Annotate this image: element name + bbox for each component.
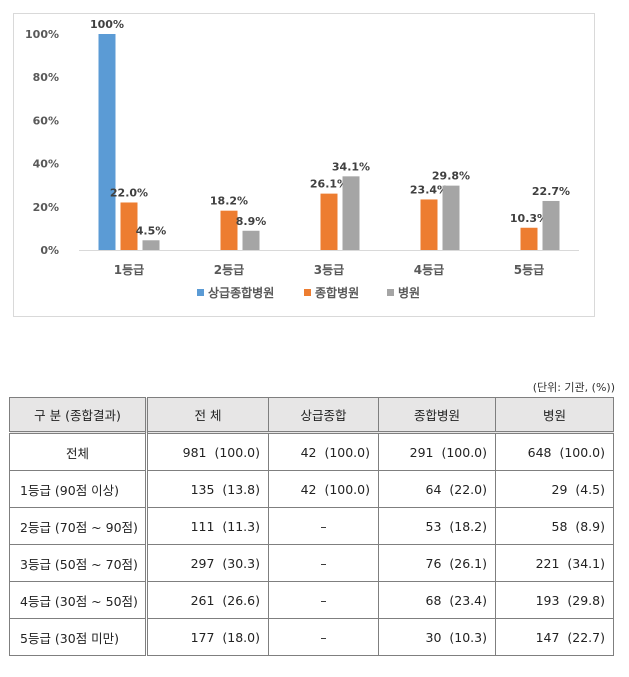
bar xyxy=(98,34,116,250)
table-row: 3등급 (50점 ~ 70점) 297 (30.3) –76 (26.1) 221 (… xyxy=(9,544,614,582)
legend-swatch xyxy=(387,289,394,296)
y-tick-label: 40% xyxy=(33,158,59,171)
chart-container: 0% 20% 40% 60% 80% 100% 100% 22.0% 4.5% 1등급 18.2% 8… xyxy=(13,13,595,317)
table-header-row: 구 분 (종합결과) 전 체 상급종합 종합병원 병원 xyxy=(9,397,614,433)
bar-chart: 0% 20% 40% 60% 80% 100% 100% 22.0% 4.5% 1등급 18.2% 8… xyxy=(25,18,579,300)
legend-label: 병원 xyxy=(398,285,420,300)
header-total: 전 체 xyxy=(146,397,269,433)
bar xyxy=(320,193,338,250)
data-label: 23.4% xyxy=(410,183,448,196)
value-cell: 177 (18.0) xyxy=(146,618,269,656)
value-cell: 648 (100.0) xyxy=(495,432,614,471)
y-tick-label: 20% xyxy=(33,201,59,214)
row-label-cell: 3등급 (50점 ~ 70점) xyxy=(9,544,148,582)
value-cell: 193 (29.8) xyxy=(495,581,614,619)
data-label: 22.0% xyxy=(110,186,148,199)
x-tick-label: 4등급 xyxy=(414,263,444,277)
value-cell: 68 (23.4) xyxy=(378,581,496,619)
value-cell: 221 (34.1) xyxy=(495,544,614,582)
header-category: 구 분 (종합결과) xyxy=(9,397,148,433)
bar xyxy=(220,210,238,250)
legend-label: 종합병원 xyxy=(315,285,359,300)
x-tick-label: 5등급 xyxy=(514,263,544,277)
y-tick-label: 80% xyxy=(33,71,59,84)
value-cell: 30 (10.3) xyxy=(378,618,496,656)
table-row: 5등급 (30점 미만) 177 (18.0) –30 (10.3) 147 (22.… xyxy=(9,618,614,656)
header-tertiary: 상급종합 xyxy=(268,397,379,433)
bar xyxy=(520,227,538,250)
data-label: 18.2% xyxy=(210,195,248,208)
value-cell: 981 (100.0) xyxy=(146,432,269,471)
table-row: 전체 981 (100.0) 42 (100.0) 291 (100.0) 648 (1… xyxy=(9,432,614,471)
value-cell: 29 (4.5) xyxy=(495,470,614,508)
data-label: 34.1% xyxy=(332,160,370,173)
table-row: 1등급 (90점 이상) 135 (13.8) 42 (100.0) 64 (22.0… xyxy=(9,470,614,508)
value-cell: 297 (30.3) xyxy=(146,544,269,582)
legend-label: 상급종합병원 xyxy=(208,285,274,300)
data-label: 8.9% xyxy=(236,215,267,228)
table-row: 4등급 (30점 ~ 50점) 261 (26.6) –68 (23.4) 193 (… xyxy=(9,581,614,619)
header-hospital: 병원 xyxy=(495,397,614,433)
bar xyxy=(420,199,438,250)
bar xyxy=(242,230,260,250)
row-label-cell: 5등급 (30점 미만) xyxy=(9,618,148,656)
row-label-cell: 1등급 (90점 이상) xyxy=(9,470,148,508)
value-cell: 42 (100.0) xyxy=(268,432,379,471)
value-cell: 42 (100.0) xyxy=(268,470,379,508)
x-tick-label: 1등급 xyxy=(114,263,144,277)
data-label: 10.3% xyxy=(510,212,548,225)
data-label: 100% xyxy=(90,18,124,31)
value-cell: 76 (26.1) xyxy=(378,544,496,582)
value-cell: 53 (18.2) xyxy=(378,507,496,545)
value-cell: – xyxy=(268,507,379,545)
value-cell: 58 (8.9) xyxy=(495,507,614,545)
legend-swatch xyxy=(304,289,311,296)
value-cell: 261 (26.6) xyxy=(146,581,269,619)
value-cell: 291 (100.0) xyxy=(378,432,496,471)
data-label: 26.1% xyxy=(310,178,348,191)
data-label: 22.7% xyxy=(532,185,570,198)
bar xyxy=(442,185,460,250)
bar xyxy=(120,202,138,250)
x-tick-label: 2등급 xyxy=(214,263,244,277)
bar xyxy=(542,200,560,250)
value-cell: 147 (22.7) xyxy=(495,618,614,656)
data-label: 29.8% xyxy=(432,170,470,183)
x-tick-label: 3등급 xyxy=(314,263,344,277)
value-cell: 111 (11.3) xyxy=(146,507,269,545)
row-label-cell: 전체 xyxy=(9,432,148,471)
value-cell: – xyxy=(268,581,379,619)
y-tick-label: 100% xyxy=(25,28,59,41)
data-label: 4.5% xyxy=(136,224,167,237)
value-cell: – xyxy=(268,544,379,582)
legend-swatch xyxy=(197,289,204,296)
table-row: 2등급 (70점 ~ 90점) 111 (11.3) –53 (18.2) 58 (8… xyxy=(9,507,614,545)
y-tick-label: 0% xyxy=(40,244,59,257)
header-general: 종합병원 xyxy=(378,397,496,433)
value-cell: 64 (22.0) xyxy=(378,470,496,508)
value-cell: – xyxy=(268,618,379,656)
unit-note: (단위: 기관, (%)) xyxy=(532,381,615,394)
summary-table: 구 분 (종합결과) 전 체 상급종합 종합병원 병원 전체 981 (100.0… xyxy=(9,397,614,656)
row-label-cell: 4등급 (30점 ~ 50점) xyxy=(9,581,148,619)
bar xyxy=(342,176,360,250)
y-tick-label: 60% xyxy=(33,114,59,127)
value-cell: 135 (13.8) xyxy=(146,470,269,508)
bar xyxy=(142,240,160,250)
row-label-cell: 2등급 (70점 ~ 90점) xyxy=(9,507,148,545)
